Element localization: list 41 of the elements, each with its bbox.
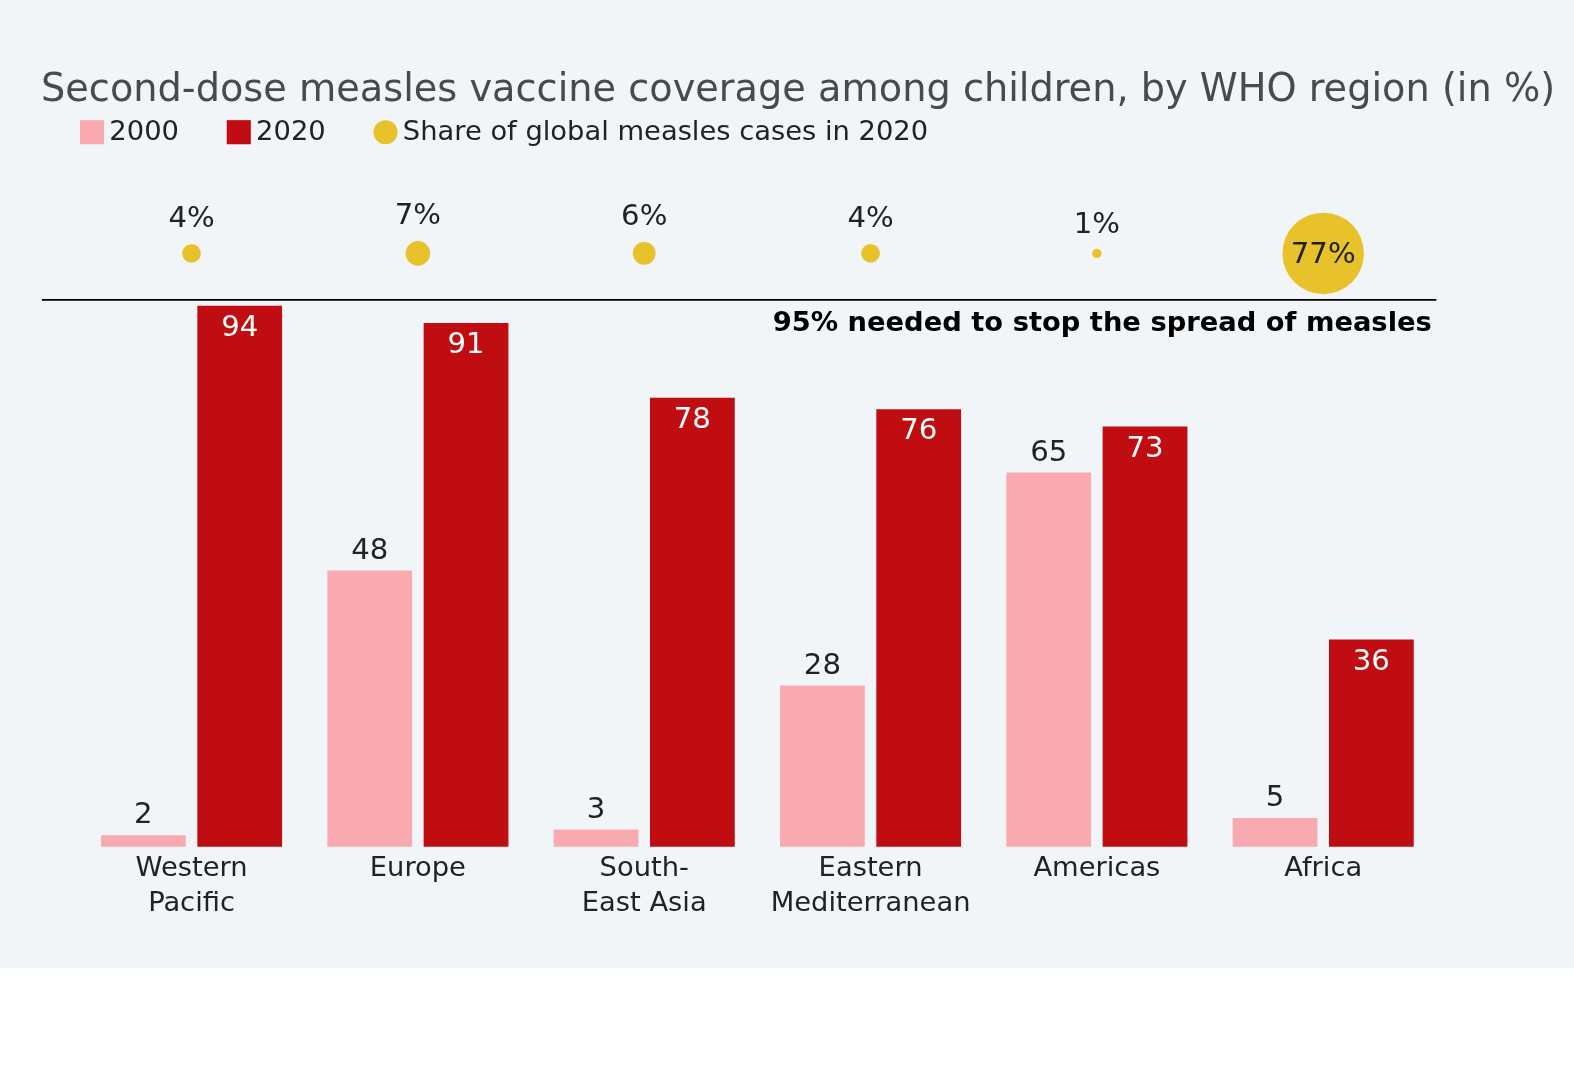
data-label: 28 — [803, 646, 841, 681]
data-label: 4% — [168, 200, 215, 235]
data-label: 36 — [1352, 642, 1390, 677]
bar — [1328, 639, 1414, 847]
data-label: 6% — [621, 198, 668, 233]
data-label: 48 — [351, 531, 389, 566]
data-label: 1% — [1073, 205, 1121, 240]
data-label: 73 — [1126, 429, 1164, 464]
x-tick-label: South-East Asia — [581, 851, 707, 917]
data-label: 94 — [221, 308, 259, 343]
ref-line-label: 95% needed to stop the spread of measles — [772, 305, 1432, 337]
bar — [1006, 472, 1092, 847]
x-tick-label: Eastern Mediterranean — [770, 851, 971, 917]
bar — [423, 322, 509, 847]
x-tick-label: Western Pacific — [135, 851, 248, 917]
data-label: 78 — [673, 400, 711, 435]
data-label: 3 — [586, 790, 606, 825]
legend-label: Share of global measles cases in 2020 — [402, 115, 929, 147]
bar — [649, 397, 735, 847]
data-label: 65 — [1030, 433, 1068, 468]
x-tick-label: Africa — [1284, 851, 1363, 883]
legend-label: 2020 — [256, 115, 326, 147]
data-label: 91 — [447, 326, 485, 360]
data-label: 7% — [394, 197, 442, 232]
data-label: 77% — [1290, 235, 1356, 270]
bar — [1232, 817, 1318, 847]
bar — [197, 305, 283, 847]
legend-label: 2000 — [109, 115, 179, 147]
data-label: 76 — [900, 412, 938, 447]
bar — [553, 829, 639, 847]
bar — [780, 685, 865, 847]
bar — [1102, 426, 1188, 847]
data-label: 5 — [1265, 779, 1285, 814]
bar — [327, 570, 413, 847]
bar — [876, 409, 962, 847]
bar — [101, 835, 186, 847]
x-tick-label: Europe — [369, 851, 466, 883]
data-label: 2 — [134, 796, 153, 831]
x-tick-label: Americas — [1033, 851, 1161, 883]
chart-title: Second-dose measles vaccine coverage among children, by WHO region (in %) — [41, 65, 1556, 111]
data-label: 4% — [847, 200, 894, 235]
